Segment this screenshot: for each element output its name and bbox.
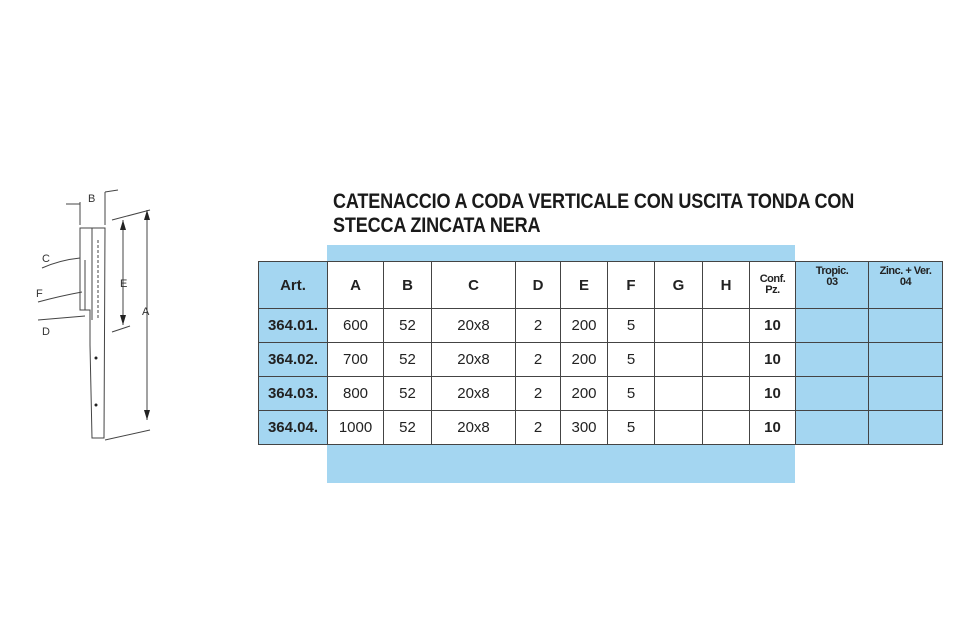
cell-art: 364.04. (258, 410, 328, 445)
cell-conf-pz: 10 (749, 376, 796, 411)
cell-g (654, 342, 703, 377)
dimension-label-c: C (42, 253, 50, 265)
header-c: C (431, 261, 516, 309)
header-a: A (327, 261, 384, 309)
cell-art: 364.02. (258, 342, 328, 377)
cell-b: 52 (383, 410, 432, 445)
cell-zinc-ver (868, 342, 943, 377)
dimension-label-d: D (42, 326, 50, 338)
dimension-label-b: B (88, 193, 95, 205)
header-art: Art. (258, 261, 328, 309)
header-b: B (383, 261, 432, 309)
cell-e: 300 (560, 410, 608, 445)
cell-tropic (795, 308, 869, 343)
cell-f: 5 (607, 342, 655, 377)
table-row: 364.02. 700 52 20x8 2 200 5 10 (258, 342, 943, 377)
header-conf-pz: Conf. Pz. (749, 261, 796, 309)
cell-tropic (795, 410, 869, 445)
header-conf: Conf. (759, 273, 786, 285)
header-tropic-label: Tropic. (815, 265, 849, 277)
header-d: D (515, 261, 561, 309)
header-zinc-ver: Zinc. + Ver. 04 (868, 261, 943, 309)
cell-h (702, 376, 750, 411)
cell-c: 20x8 (431, 308, 516, 343)
cell-e: 200 (560, 376, 608, 411)
cell-e: 200 (560, 308, 608, 343)
cell-zinc-ver (868, 376, 943, 411)
cell-d: 2 (515, 342, 561, 377)
cell-b: 52 (383, 308, 432, 343)
cell-c: 20x8 (431, 342, 516, 377)
table-row: 364.01. 600 52 20x8 2 200 5 10 (258, 308, 943, 343)
cell-art: 364.03. (258, 376, 328, 411)
cell-tropic (795, 342, 869, 377)
cell-e: 200 (560, 342, 608, 377)
cell-f: 5 (607, 308, 655, 343)
header-h: H (702, 261, 750, 309)
cell-d: 2 (515, 376, 561, 411)
cell-a: 600 (327, 308, 384, 343)
cell-b: 52 (383, 376, 432, 411)
cell-conf-pz: 10 (749, 342, 796, 377)
dimension-label-e: E (120, 278, 127, 290)
cell-c: 20x8 (431, 410, 516, 445)
header-tropic-code: 03 (826, 276, 838, 288)
product-title-line-1: CATENACCIO A CODA VERTICALE CON USCITA T… (333, 190, 855, 213)
cell-conf-pz: 10 (749, 308, 796, 343)
cell-h (702, 308, 750, 343)
cell-g (654, 410, 703, 445)
cell-b: 52 (383, 342, 432, 377)
cell-d: 2 (515, 410, 561, 445)
header-pz: Pz. (765, 284, 780, 296)
cell-f: 5 (607, 410, 655, 445)
product-title: CATENACCIO A CODA VERTICALE CON USCITA T… (333, 190, 854, 238)
cell-zinc-ver (868, 308, 943, 343)
header-g: G (654, 261, 703, 309)
product-table: Art. A B C D E F G H Conf. Pz. Tropic. 03 … (258, 261, 943, 445)
dimension-label-f: F (36, 288, 43, 300)
cell-g (654, 308, 703, 343)
cell-a: 700 (327, 342, 384, 377)
cell-a: 1000 (327, 410, 384, 445)
cell-conf-pz: 10 (749, 410, 796, 445)
cell-a: 800 (327, 376, 384, 411)
table-row: 364.04. 1000 52 20x8 2 300 5 10 (258, 410, 943, 445)
bolt-technical-drawing: B C F D E A (36, 189, 151, 441)
cell-tropic (795, 376, 869, 411)
header-f: F (607, 261, 655, 309)
cell-d: 2 (515, 308, 561, 343)
cell-g (654, 376, 703, 411)
header-tropic: Tropic. 03 (795, 261, 869, 309)
table-row: 364.03. 800 52 20x8 2 200 5 10 (258, 376, 943, 411)
cell-f: 5 (607, 376, 655, 411)
cell-c: 20x8 (431, 376, 516, 411)
header-e: E (560, 261, 608, 309)
table-header-row: Art. A B C D E F G H Conf. Pz. Tropic. 03 … (258, 261, 943, 309)
cell-h (702, 410, 750, 445)
dimension-label-a: A (142, 306, 150, 318)
header-zinc-code: 04 (899, 276, 912, 288)
header-zinc-label: Zinc. + Ver. (879, 265, 932, 277)
cell-art: 364.01. (258, 308, 328, 343)
cell-h (702, 342, 750, 377)
product-title-line-2: STECCA ZINCATA NERA (333, 214, 541, 237)
cell-zinc-ver (868, 410, 943, 445)
